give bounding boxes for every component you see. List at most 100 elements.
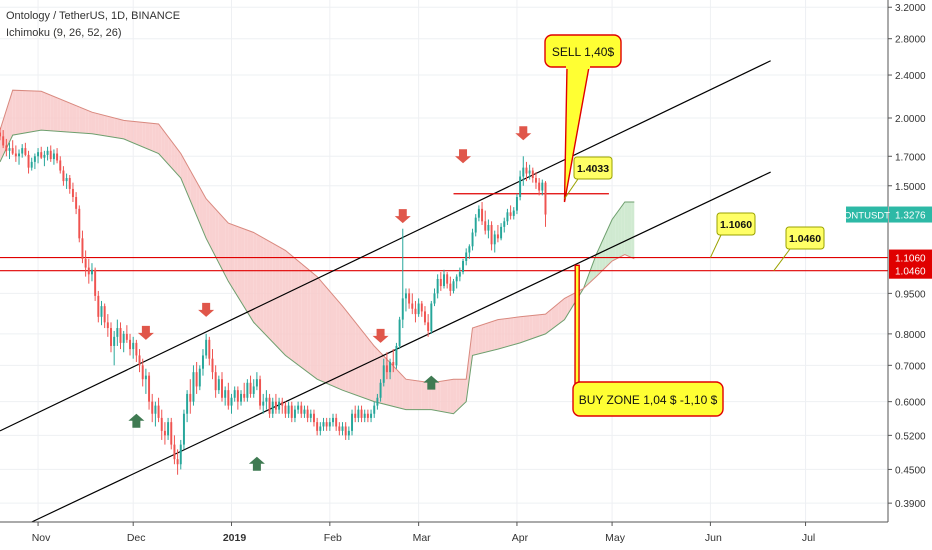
- cloud-segment: [288, 253, 292, 361]
- cloud-segment: [79, 106, 83, 134]
- candle: [370, 409, 373, 423]
- cloud-segment: [111, 117, 115, 138]
- candle: [201, 349, 204, 376]
- cloud-segment: [548, 308, 552, 332]
- time-tick-label: Dec: [127, 532, 146, 544]
- sell-callout-pointer: [563, 66, 590, 203]
- candle: [252, 379, 255, 398]
- price-tag-11060-leader: [709, 234, 722, 258]
- cloud-segment: [456, 379, 460, 411]
- candle-body: [271, 401, 274, 414]
- cloud-segment: [164, 132, 169, 165]
- cloud-segment: [396, 369, 400, 409]
- cloud-segment: [171, 140, 175, 172]
- candle-body: [90, 269, 93, 275]
- candle-body: [395, 345, 398, 366]
- cloud-segment: [326, 287, 330, 385]
- candle-body: [465, 252, 468, 261]
- cloud-segment: [234, 225, 238, 297]
- candle: [87, 258, 90, 284]
- candle-body: [106, 322, 109, 329]
- candle: [37, 148, 40, 164]
- price-axis[interactable]: 3.2000 2.8000 2.4000 2.0000 1.7000 1.5000 1.10…: [844, 0, 932, 522]
- candle-body: [119, 328, 122, 343]
- candle: [306, 405, 309, 423]
- cloud-segment: [355, 322, 359, 396]
- trend-channel: [0, 60, 771, 523]
- candle: [389, 358, 392, 380]
- candle: [125, 325, 128, 343]
- candle: [449, 276, 452, 296]
- candle-body: [414, 308, 417, 315]
- cloud-segment: [529, 315, 533, 340]
- cloud-segment: [551, 306, 555, 330]
- candle-body: [385, 365, 388, 373]
- candle: [436, 274, 439, 299]
- candle-body: [503, 221, 506, 227]
- cloud-segment: [612, 215, 616, 261]
- candle: [297, 401, 300, 414]
- time-tick-label: Jul: [802, 532, 815, 544]
- candle-body: [233, 390, 236, 398]
- candle: [144, 368, 147, 394]
- cloud-segment: [631, 202, 635, 259]
- cloud-segment: [218, 212, 222, 270]
- cloud-segment: [510, 317, 514, 346]
- candle-body: [512, 210, 515, 216]
- candle-body: [392, 361, 395, 366]
- candle: [354, 405, 357, 423]
- cloud-segment: [34, 91, 39, 132]
- candle: [455, 274, 458, 289]
- candle-body: [138, 355, 141, 366]
- cloud-segment: [564, 296, 568, 320]
- cloud-segment: [228, 223, 232, 287]
- candle-body: [309, 413, 312, 418]
- candle-body: [205, 339, 208, 356]
- cloud-segment: [98, 113, 102, 136]
- candle: [246, 379, 249, 402]
- cloud-segment: [608, 219, 613, 265]
- candle-body: [30, 161, 33, 168]
- candle-body: [382, 365, 385, 383]
- candle-body: [163, 430, 166, 436]
- candle-body: [0, 132, 1, 137]
- candle-body: [439, 278, 442, 287]
- price-tick-label: 0.8000: [895, 330, 926, 341]
- candle-body: [265, 397, 268, 402]
- candle: [341, 422, 344, 436]
- candle-body: [306, 409, 309, 418]
- candle: [116, 319, 119, 346]
- time-axis[interactable]: Nov Dec 2019 Feb Mar Apr May Jun Jul: [0, 521, 888, 544]
- candle-body: [198, 368, 201, 387]
- candle-body: [192, 372, 195, 402]
- cloud-segment: [263, 237, 267, 336]
- candle-body: [71, 188, 74, 198]
- candle: [351, 409, 354, 436]
- candle: [68, 175, 71, 194]
- candle-body: [534, 178, 537, 183]
- price-tag-11060-label: 1.1060: [720, 219, 752, 231]
- candle-body: [443, 274, 445, 287]
- cloud-segment: [241, 227, 245, 307]
- candle-body: [373, 405, 376, 414]
- candle-body: [148, 375, 151, 402]
- candle-body: [230, 397, 233, 406]
- candle: [189, 379, 192, 414]
- candle: [519, 170, 522, 201]
- cloud-segment: [53, 96, 58, 132]
- candle: [157, 397, 160, 423]
- cloud-segment: [539, 314, 543, 337]
- candle: [509, 205, 512, 220]
- candle-body: [113, 336, 116, 346]
- cloud-segment: [421, 381, 425, 410]
- candle-body: [201, 355, 204, 369]
- candle-body: [100, 306, 103, 317]
- candle: [233, 386, 236, 402]
- candle: [173, 435, 176, 465]
- cloud-segment: [615, 210, 619, 260]
- candle-body: [21, 148, 24, 154]
- price-tick-label: 1.7000: [895, 152, 926, 163]
- candle-body: [5, 145, 8, 151]
- candle-body: [528, 170, 531, 174]
